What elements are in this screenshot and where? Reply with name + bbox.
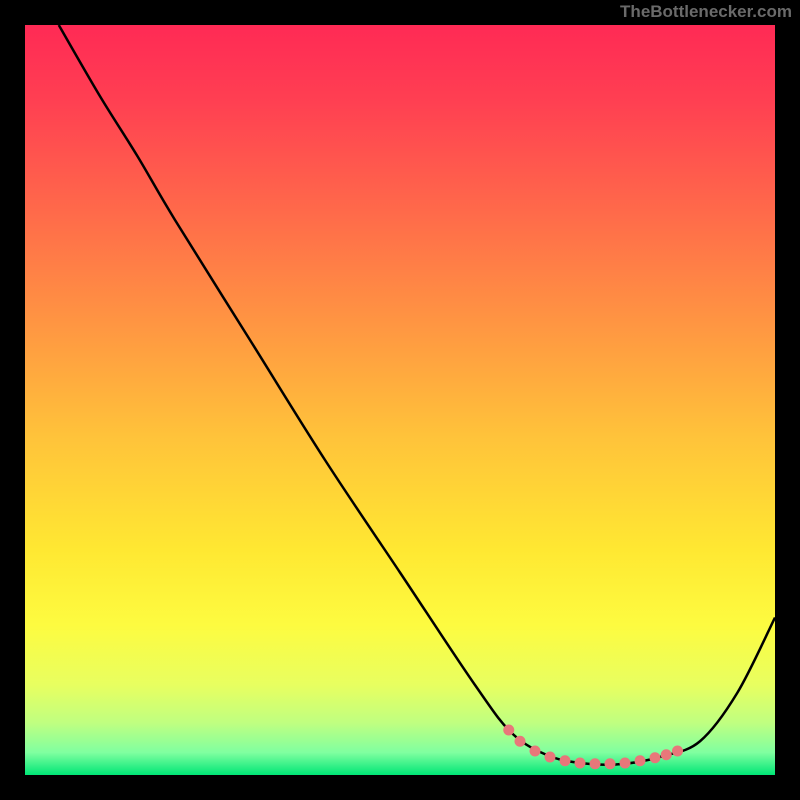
watermark-text: TheBottlenecker.com (620, 2, 792, 22)
marker-point (560, 756, 570, 766)
marker-point (635, 756, 645, 766)
curve-layer (25, 25, 775, 775)
marker-point (590, 759, 600, 769)
marker-point (515, 736, 525, 746)
marker-point (620, 758, 630, 768)
marker-point (530, 746, 540, 756)
chart-area (25, 25, 775, 775)
marker-point (650, 753, 660, 763)
marker-point (673, 746, 683, 756)
marker-point (545, 752, 555, 762)
marker-point (575, 758, 585, 768)
marker-point (661, 750, 671, 760)
marker-point (504, 725, 514, 735)
bottleneck-curve (59, 25, 775, 765)
marker-point (605, 759, 615, 769)
